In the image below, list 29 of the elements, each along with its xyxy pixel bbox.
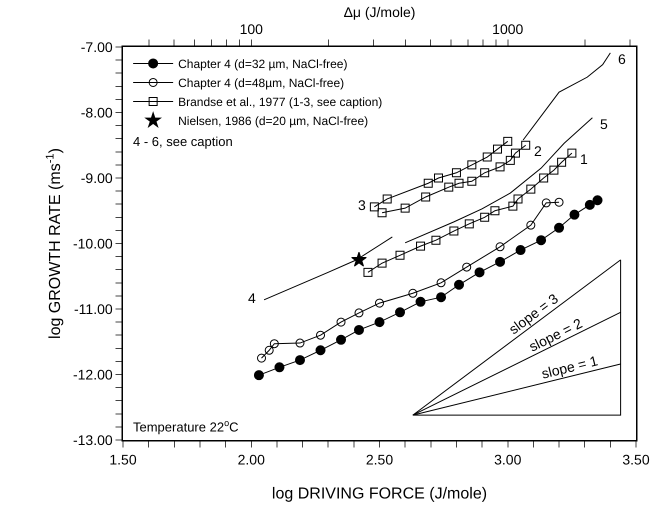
- y-tick-label: -11.00: [74, 300, 113, 317]
- annotation: 2: [534, 143, 542, 159]
- legend-label: Chapter 4 (d=32 µm, NaCl-free): [178, 57, 348, 72]
- x-tick-label: 1.50: [109, 451, 137, 468]
- x2-axis-title: Δμ (J/mole): [344, 4, 416, 20]
- annotation: 1: [580, 151, 588, 167]
- annotation: 4: [248, 290, 256, 306]
- y-tick-label: -13.00: [72, 432, 113, 448]
- x-axis-title: log DRIVING FORCE (J/mole): [272, 486, 488, 502]
- x2-tick-label: 1000: [492, 20, 524, 37]
- y-tick-label: -9.00: [80, 170, 113, 186]
- annotation: 5: [600, 116, 608, 132]
- legend-label: Chapter 4 (d=48µm, NaCl-free): [178, 76, 344, 90]
- x-tick-label: 3.50: [622, 451, 650, 468]
- legend-label: Brandse et al., 1977 (1-3, see caption): [178, 95, 382, 110]
- legend-label: Nielsen, 1986 (d=20 µm, NaCl-free): [178, 114, 368, 128]
- x-tick-label: 2.00: [238, 451, 266, 468]
- annotation: Temperature 22$^{o}$C: [133, 418, 239, 434]
- x2-tick-label: 100: [240, 20, 264, 37]
- annotation: slope = 1: [540, 352, 600, 382]
- y-tick-label: -12.00: [72, 366, 113, 382]
- annotation: 3: [358, 197, 366, 213]
- y-tick-label: -7.00: [80, 38, 113, 55]
- x-tick-label: 2.50: [366, 451, 394, 468]
- annotation: 6: [618, 51, 626, 67]
- annotation: 4 - 6, see caption: [133, 134, 233, 149]
- y-tick-label: -8.00: [80, 104, 113, 120]
- y-tick-label: -10.00: [72, 235, 113, 252]
- x-tick-label: 3.00: [494, 451, 522, 468]
